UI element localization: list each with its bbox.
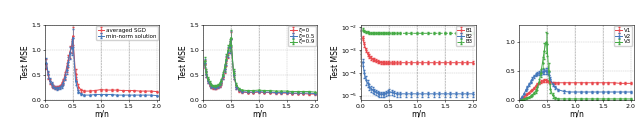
X-axis label: m/n: m/n: [95, 110, 109, 119]
Y-axis label: Test MSE: Test MSE: [21, 46, 30, 79]
Legend: B1, B2, B3: B1, B2, B3: [456, 26, 474, 46]
X-axis label: m/n: m/n: [253, 110, 268, 119]
X-axis label: m/n: m/n: [569, 110, 584, 119]
X-axis label: m/n: m/n: [411, 110, 426, 119]
Y-axis label: Test MSE: Test MSE: [179, 46, 188, 79]
Legend: ζ=0, ζ=0.5, ζ=0.9: ζ=0, ζ=0.5, ζ=0.9: [288, 26, 316, 46]
Y-axis label: Test MSE: Test MSE: [331, 46, 340, 79]
Legend: V1, V2, V3: V1, V2, V3: [614, 26, 632, 46]
Legend: averaged SGD, min-norm solution: averaged SGD, min-norm solution: [96, 26, 158, 40]
